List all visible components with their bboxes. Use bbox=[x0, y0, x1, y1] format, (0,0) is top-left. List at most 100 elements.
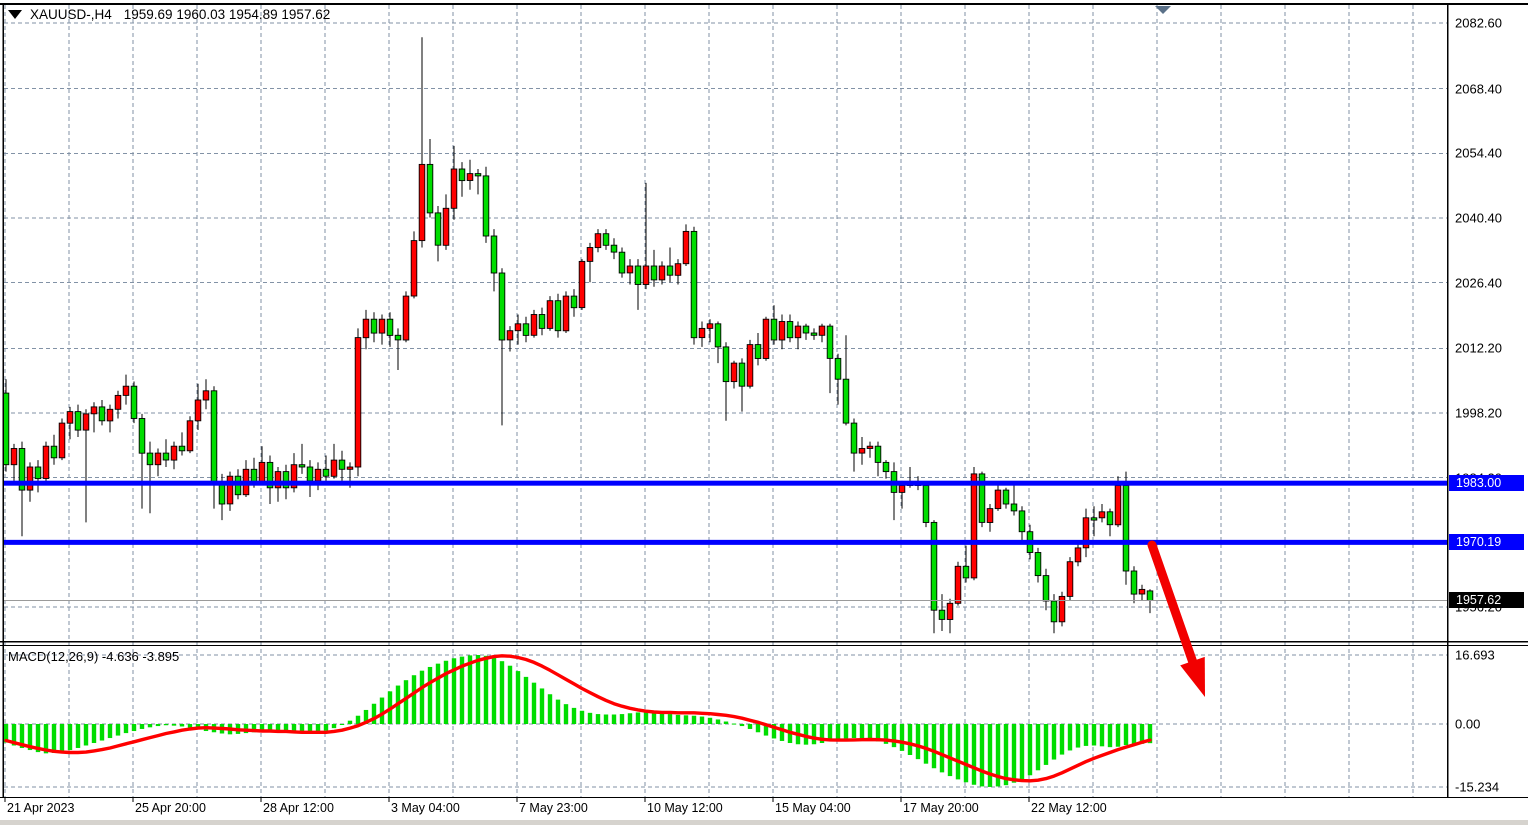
macd-histogram-bar bbox=[283, 724, 289, 733]
candle-bullish bbox=[762, 318, 770, 359]
macd-histogram-bar bbox=[523, 676, 529, 724]
macd-histogram-bar bbox=[947, 724, 953, 777]
candle-bullish bbox=[562, 295, 570, 332]
macd-histogram-bar bbox=[435, 663, 441, 724]
candle-bearish bbox=[338, 459, 346, 470]
chart-shift-marker-icon[interactable] bbox=[1155, 6, 1171, 14]
macd-histogram-bar bbox=[771, 724, 777, 739]
candle-bullish bbox=[1074, 547, 1082, 563]
candle-bearish bbox=[282, 471, 290, 489]
macd-histogram-bar bbox=[1019, 724, 1025, 780]
candle-bullish bbox=[698, 327, 706, 339]
macd-histogram-bar bbox=[171, 724, 177, 726]
macd-histogram-bar bbox=[27, 724, 33, 751]
macd-histogram-bar bbox=[467, 655, 473, 724]
candle-bearish bbox=[834, 357, 842, 380]
macd-histogram-bar bbox=[115, 724, 121, 736]
candle-bullish bbox=[26, 466, 34, 491]
candle-bullish bbox=[274, 471, 282, 489]
macd-histogram-bar bbox=[403, 680, 409, 724]
candle-bearish bbox=[1010, 503, 1018, 512]
macd-histogram-bar bbox=[1003, 724, 1009, 786]
macd-histogram-bar bbox=[19, 724, 25, 748]
candle-bullish bbox=[314, 468, 322, 482]
candle-bearish bbox=[722, 346, 730, 383]
date-label: 10 May 12:00 bbox=[647, 801, 723, 815]
macd-histogram-bar bbox=[987, 724, 993, 787]
candle-bearish bbox=[962, 565, 970, 579]
macd-histogram-bar bbox=[875, 724, 881, 742]
macd-histogram-bar bbox=[443, 660, 449, 724]
candle-bullish bbox=[1082, 517, 1090, 549]
candle-bearish bbox=[602, 233, 610, 246]
candle-bullish bbox=[794, 325, 802, 339]
macd-histogram-bar bbox=[499, 661, 505, 724]
macd-histogram-bar bbox=[627, 713, 633, 724]
candle-bearish bbox=[74, 411, 82, 431]
candle-bearish bbox=[1106, 511, 1114, 526]
candlestick-plot[interactable] bbox=[3, 37, 1154, 634]
macd-histogram-bar bbox=[11, 724, 17, 746]
candle-bearish bbox=[1146, 590, 1154, 601]
candle-bullish bbox=[546, 300, 554, 329]
symbol-period-label: XAUUSD-,H4 bbox=[30, 7, 112, 22]
candle-bearish bbox=[522, 323, 530, 336]
macd-histogram-bar bbox=[59, 724, 65, 752]
macd-histogram-bar bbox=[491, 657, 497, 724]
candle-bearish bbox=[498, 272, 506, 341]
macd-histogram-bar bbox=[699, 716, 705, 724]
macd-histogram-bar bbox=[539, 688, 545, 724]
macd-histogram-bar bbox=[843, 724, 849, 739]
macd-histogram-bar bbox=[619, 714, 625, 724]
chart-title: XAUUSD-,H4 1959.69 1960.03 1954.89 1957.… bbox=[8, 7, 330, 22]
price-tick-label: 2068.40 bbox=[1455, 81, 1502, 97]
trend-arrow-shaft[interactable] bbox=[1147, 540, 1197, 666]
candle-bullish bbox=[170, 445, 178, 461]
candle-bullish bbox=[90, 406, 98, 415]
candle-bearish bbox=[1018, 510, 1026, 533]
candle-bullish bbox=[1066, 561, 1074, 597]
candle-bullish bbox=[186, 420, 194, 452]
candle-bullish bbox=[346, 466, 354, 470]
candle-bullish bbox=[994, 489, 1002, 510]
macd-histogram-bar bbox=[595, 714, 601, 724]
candle-bullish bbox=[82, 413, 90, 431]
candle-bearish bbox=[50, 445, 58, 459]
macd-histogram-bar bbox=[99, 724, 105, 741]
candle-bullish bbox=[594, 233, 602, 249]
date-label: 21 Apr 2023 bbox=[7, 801, 75, 815]
candle-bearish bbox=[610, 244, 618, 253]
symbol-dropdown-icon bbox=[8, 10, 22, 19]
macd-histogram-bar bbox=[427, 666, 433, 724]
price-tick-label: 2040.40 bbox=[1455, 210, 1502, 226]
macd-tick-label: -15.234 bbox=[1455, 779, 1500, 795]
candle-bullish bbox=[506, 330, 514, 341]
candle-bullish bbox=[706, 323, 714, 329]
macd-histogram-bar bbox=[1067, 724, 1073, 751]
macd-histogram-bar bbox=[827, 724, 833, 742]
candle-bullish bbox=[674, 263, 682, 276]
macd-histogram-bar bbox=[1139, 724, 1145, 744]
candle-bearish bbox=[426, 163, 434, 214]
support-resistance-line[interactable] bbox=[4, 480, 1448, 486]
macd-histogram-bar bbox=[155, 724, 161, 727]
trend-arrow-head[interactable] bbox=[1180, 656, 1205, 697]
candle-bearish bbox=[618, 251, 626, 274]
candle-bearish bbox=[538, 314, 546, 329]
macd-histogram-bar bbox=[43, 724, 49, 754]
macd-histogram-bar bbox=[139, 724, 145, 729]
candle-bearish bbox=[210, 390, 218, 484]
candle-bearish bbox=[98, 406, 106, 422]
macd-histogram-bar bbox=[995, 724, 1001, 787]
candle-bullish bbox=[466, 173, 474, 181]
candle-bearish bbox=[322, 468, 330, 477]
date-label: 25 Apr 20:00 bbox=[135, 801, 206, 815]
macd-plot[interactable] bbox=[4, 654, 1153, 787]
macd-tick-label: 16.693 bbox=[1455, 647, 1495, 663]
candle-bullish bbox=[58, 422, 66, 459]
macd-histogram-bar bbox=[691, 715, 697, 724]
support-resistance-line[interactable] bbox=[4, 539, 1448, 545]
date-label: 22 May 12:00 bbox=[1031, 801, 1107, 815]
candle-bullish bbox=[514, 323, 522, 332]
